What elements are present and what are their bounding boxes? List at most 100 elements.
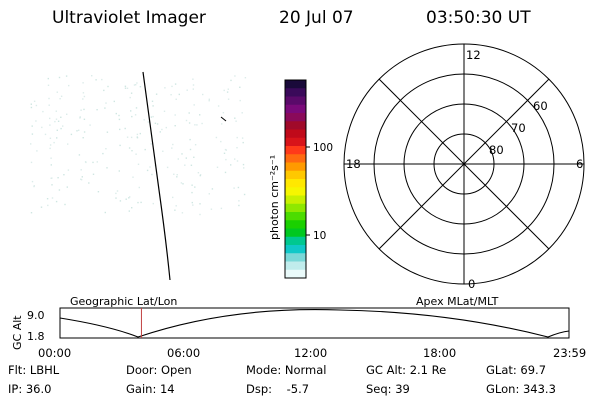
image-speckle: [57, 120, 60, 122]
image-speckle: [180, 182, 183, 184]
image-speckle: [152, 202, 154, 205]
image-speckle: [191, 201, 193, 204]
timeline-x-tick-0000: 00:00: [38, 346, 71, 360]
earth-limb-curve: [142, 71, 171, 281]
image-speckle: [66, 186, 68, 188]
polar-mlt-label-18: 18: [346, 157, 361, 171]
image-speckle: [51, 177, 53, 179]
image-speckle: [193, 104, 195, 106]
image-speckle: [194, 144, 197, 146]
image-speckle: [116, 190, 119, 192]
image-speckle: [82, 137, 84, 139]
image-speckle: [159, 131, 161, 133]
image-speckle: [68, 84, 70, 87]
polar-lat-label-70: 70: [511, 121, 526, 135]
image-speckle: [193, 156, 195, 158]
image-speckle: [236, 136, 238, 139]
image-speckle: [175, 98, 177, 100]
image-speckle: [51, 197, 54, 199]
glon-value: GLon: 343.3: [486, 382, 556, 396]
image-speckle: [224, 148, 227, 151]
image-speckle: [134, 114, 137, 116]
image-speckle: [83, 131, 86, 133]
image-speckle: [137, 163, 140, 165]
image-speckle: [105, 148, 107, 150]
image-speckle: [235, 120, 237, 122]
image-speckle: [188, 112, 190, 114]
image-speckle: [80, 179, 83, 181]
image-speckle: [140, 201, 142, 204]
image-speckle: [236, 147, 238, 149]
image-speckle: [91, 75, 93, 77]
image-speckle: [30, 103, 32, 105]
image-speckle: [47, 204, 49, 207]
image-speckle: [56, 91, 58, 93]
image-speckle: [130, 136, 133, 139]
image-speckle: [115, 192, 117, 195]
gc-alt-value: GC Alt: 2.1 Re: [366, 363, 447, 377]
image-speckle: [83, 108, 85, 111]
image-speckle: [199, 114, 201, 116]
color-bar-segment: [285, 236, 306, 246]
image-speckle: [35, 120, 37, 122]
image-speckle: [126, 87, 129, 89]
image-speckle: [139, 132, 141, 135]
seq-value: Seq: 39: [366, 382, 410, 396]
image-speckle: [226, 91, 229, 93]
image-speckle: [30, 212, 33, 214]
image-speckle: [192, 88, 194, 90]
image-speckle: [136, 133, 139, 136]
image-speckle: [135, 107, 138, 109]
image-speckle: [56, 137, 58, 139]
image-speckle: [225, 158, 227, 161]
color-bar-segment: [285, 253, 306, 262]
image-speckle: [55, 200, 58, 203]
image-speckle: [230, 164, 232, 166]
image-speckle: [189, 148, 192, 151]
image-speckle: [138, 186, 140, 189]
image-speckle: [224, 171, 227, 174]
image-speckle: [241, 112, 243, 114]
image-speckle: [128, 197, 130, 199]
image-speckle: [129, 96, 131, 99]
color-bar-segment: [285, 212, 306, 221]
image-speckle: [208, 193, 210, 195]
color-bar-segment: [285, 154, 306, 163]
color-bar-segment: [285, 261, 306, 271]
color-bar-segment: [285, 195, 306, 205]
image-speckle: [241, 137, 244, 139]
color-bar-segment: [285, 137, 306, 147]
image-speckle: [81, 176, 83, 178]
image-speckle: [242, 141, 244, 144]
timeline-y-label: GC Alt: [11, 315, 24, 350]
timeline-y-tick-1-8: 1.8: [27, 330, 45, 343]
filter-value: Flt: LBHL: [8, 363, 60, 377]
image-speckle: [128, 210, 130, 212]
color-bar-segment: [285, 121, 306, 130]
color-bar-segment: [285, 220, 306, 229]
image-speckle: [60, 116, 62, 118]
image-speckle: [56, 129, 58, 131]
image-speckle: [48, 104, 50, 106]
timeline-x-tick-0600: 06:00: [167, 346, 200, 360]
image-speckle: [50, 157, 52, 159]
color-bar-unit-label: photon cm⁻²s⁻¹: [268, 155, 281, 240]
image-speckle: [199, 174, 201, 177]
image-speckle: [181, 153, 183, 155]
image-speckle: [171, 147, 173, 149]
image-speckle: [185, 157, 187, 159]
image-speckle: [177, 158, 179, 160]
image-speckle: [147, 121, 149, 123]
image-speckle: [41, 126, 43, 129]
image-speckle: [174, 209, 176, 211]
image-speckle: [190, 164, 193, 166]
instrument-title: Ultraviolet Imager: [52, 8, 206, 28]
image-speckle: [44, 133, 47, 136]
image-speckle: [65, 75, 68, 77]
image-speckle: [42, 110, 44, 113]
image-speckle: [36, 150, 38, 152]
image-speckle: [151, 173, 153, 176]
image-speckle: [199, 203, 201, 205]
image-speckle: [131, 150, 133, 152]
